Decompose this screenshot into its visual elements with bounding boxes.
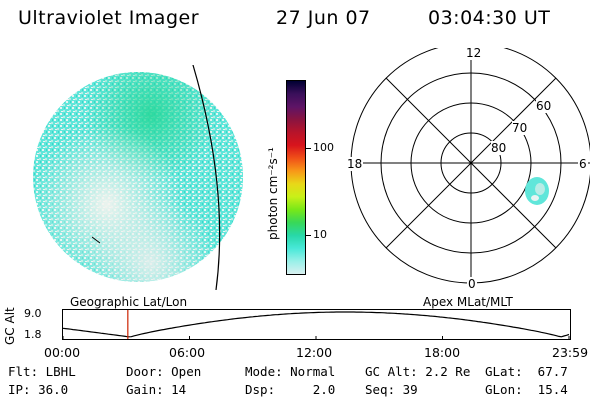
- x-tick-0000: 00:00: [44, 345, 81, 360]
- ip-param: IP: 36.0: [8, 382, 69, 397]
- x-tick-1800: 18:00: [424, 345, 461, 360]
- y-top-value: 9.0: [24, 307, 42, 320]
- glon-param: GLon: 15.4: [485, 382, 568, 397]
- x-tick-1200: 12:00: [296, 345, 333, 360]
- polar-label-12: 12: [465, 46, 483, 60]
- colorbar-label-100: 100: [313, 141, 334, 154]
- polar-mlt-plot: [350, 48, 590, 284]
- colorbar-tick-100: [306, 148, 311, 149]
- x-tick-0600: 06:00: [169, 345, 206, 360]
- gc-alt-axis-title: GC Alt: [3, 307, 17, 345]
- date-label: 27 Jun 07: [276, 7, 371, 29]
- polar-label-6: 6: [578, 157, 588, 171]
- time-label: 03:04:30 UT: [428, 7, 551, 29]
- orbit-altitude-plot: [62, 309, 571, 340]
- polar-ring-80: 80: [491, 141, 507, 155]
- colorbar-tick-10: [306, 235, 311, 236]
- color-scale-bar: [286, 80, 306, 275]
- x-tick-2359: 23:59: [552, 345, 589, 360]
- instrument-title: Ultraviolet Imager: [18, 7, 200, 29]
- geographic-caption: Geographic Lat/Lon: [70, 295, 188, 309]
- mode-param: Mode: Normal: [245, 364, 336, 379]
- seq-param: Seq: 39: [365, 382, 418, 397]
- polar-ring-70: 70: [512, 121, 528, 135]
- colorbar-unit-label: photon cm⁻²s⁻¹: [266, 147, 280, 240]
- gc-alt-param: GC Alt: 2.2 Re: [365, 364, 471, 379]
- gain-param: Gain: 14: [126, 382, 187, 397]
- geographic-disk-image: [33, 65, 243, 290]
- altitude-curve: [62, 311, 570, 338]
- filter-param: Flt: LBHL: [8, 364, 76, 379]
- polar-label-18: 18: [346, 157, 364, 171]
- apex-caption: Apex MLat/MLT: [423, 295, 513, 309]
- colorbar-label-10: 10: [313, 228, 327, 241]
- y-bottom-value: 1.8: [24, 328, 42, 341]
- door-param: Door: Open: [126, 364, 202, 379]
- dsp-param: Dsp: 2.0: [245, 382, 336, 397]
- glat-param: GLat: 67.7: [485, 364, 568, 379]
- polar-label-0: 0: [467, 277, 477, 291]
- polar-ring-60: 60: [536, 99, 552, 113]
